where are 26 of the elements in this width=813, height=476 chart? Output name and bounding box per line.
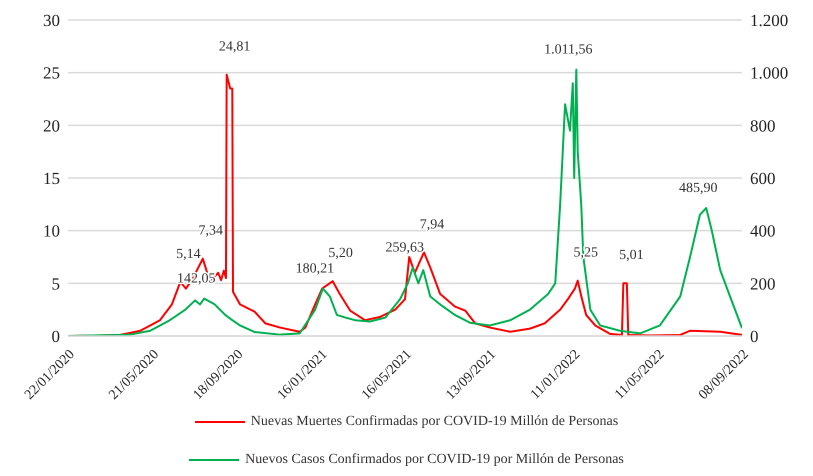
y-tick-label: 20 (43, 116, 60, 136)
data-label: 485,90 (678, 181, 718, 196)
y2-tick-label: 0 (750, 327, 758, 346)
data-label: 7,94 (420, 217, 444, 232)
y2-tick-label: 1.200 (750, 11, 788, 30)
data-label: 5,14 (176, 246, 201, 262)
y2-tick-label: 1.000 (750, 64, 788, 83)
data-label: 5,20 (328, 246, 353, 262)
y-tick-label: 25 (43, 64, 60, 83)
y-tick-label: 5 (52, 274, 60, 294)
data-label: 259,63 (385, 240, 424, 256)
data-label: 1.011,56 (544, 42, 593, 58)
legend-label: Nuevos Casos Confirmados por COVID-19 por Millón de Personas (245, 452, 624, 468)
y-tick-label: 15 (43, 169, 60, 188)
y2-tick-label: 400 (750, 222, 776, 241)
data-label: 180,21 (296, 262, 334, 277)
y2-tick-label: 200 (750, 274, 776, 294)
data-label: 7,34 (198, 224, 224, 239)
data-label: 5,01 (619, 248, 644, 264)
y2-tick-label: 800 (750, 116, 776, 136)
y-tick-label: 30 (43, 11, 60, 30)
y2-tick-label: 600 (750, 169, 776, 188)
y-tick-label: 0 (52, 327, 60, 346)
legend-label: Nuevas Muertes Confirmadas por COVID-19 Millón de Personas (250, 414, 618, 430)
data-label: 24,81 (218, 40, 250, 55)
y-tick-label: 10 (43, 222, 60, 241)
